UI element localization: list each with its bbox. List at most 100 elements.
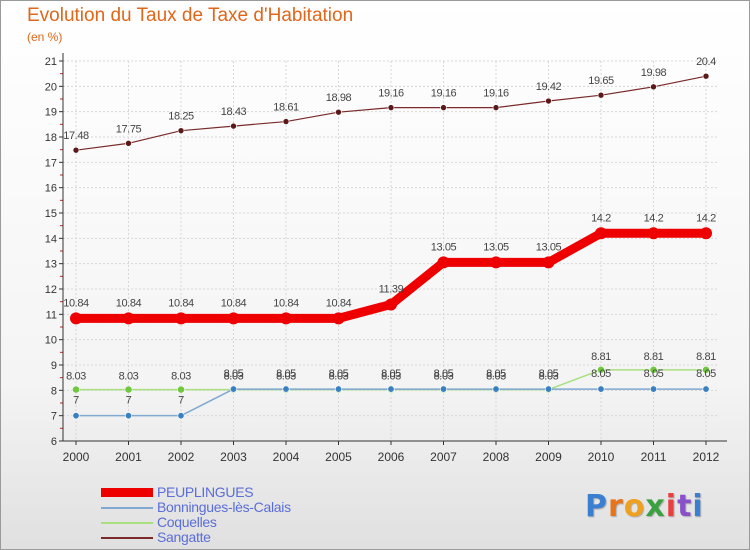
data-label-peuplingues: 10.84 <box>273 297 299 309</box>
legend-label-sangatte: Sangatte <box>157 529 211 545</box>
data-label-sangatte: 20.4 <box>696 56 716 68</box>
x-tick-label: 2002 <box>168 450 195 464</box>
data-label-peuplingues: 14.2 <box>591 212 611 224</box>
data-point-bonningues <box>492 385 500 393</box>
legend-item-bonningues: Bonningues-lès-Calais <box>101 500 401 515</box>
data-point-peuplingues <box>175 312 187 325</box>
data-label-peuplingues: 14.2 <box>644 212 664 224</box>
data-point-peuplingues <box>647 227 660 240</box>
data-label-peuplingues: 10.84 <box>168 297 194 309</box>
data-point-sangatte <box>230 122 237 130</box>
data-label-bonningues: 7 <box>126 395 132 407</box>
data-point-peuplingues <box>490 256 502 269</box>
data-label-peuplingues: 14.2 <box>696 212 716 224</box>
data-point-sangatte <box>545 97 552 105</box>
x-tick-label: 2006 <box>378 450 405 464</box>
data-point-coquelles <box>177 385 185 394</box>
logo-letter: i <box>692 489 704 524</box>
data-label-bonningues: 8.05 <box>696 368 716 380</box>
data-point-sangatte <box>650 83 657 91</box>
data-label-coquelles: 8.03 <box>381 371 401 383</box>
data-label-peuplingues: 13.05 <box>431 241 457 253</box>
legend-swatch-peuplingues <box>101 488 153 497</box>
y-tick-label: 19 <box>45 107 57 119</box>
x-tick-label: 2004 <box>273 450 300 464</box>
data-label-bonningues: 8.05 <box>224 368 244 380</box>
data-point-bonningues <box>334 385 342 393</box>
legend-item-coquelles: Coquelles <box>101 515 401 530</box>
legend: PEUPLINGUES Bonningues-lès-Calais Coquel… <box>101 485 401 545</box>
data-label-peuplingues: 10.84 <box>116 297 142 309</box>
y-tick-label: 6 <box>51 436 57 448</box>
chart-title: Evolution du Taux de Taxe d'Habitation <box>27 5 354 26</box>
data-label-sangatte: 19.16 <box>483 88 509 100</box>
x-tick-label: 2008 <box>483 450 510 464</box>
data-label-bonningues: 8.05 <box>486 368 506 380</box>
proxiti-logo: Proxiti <box>585 489 704 524</box>
logo-letter: x <box>645 489 666 524</box>
data-point-bonningues <box>125 412 133 420</box>
data-label-coquelles: 8.81 <box>696 351 716 363</box>
data-point-bonningues <box>177 412 185 420</box>
x-tick-label: 2012 <box>693 450 720 464</box>
data-point-peuplingues <box>385 298 397 311</box>
axes: 6 7 8 9 10 11 12 13 14 15 16 17 18 19 20 21 2000 2001 2002… <box>45 53 727 464</box>
data-point-peuplingues <box>437 256 450 269</box>
data-point-sangatte <box>597 91 605 99</box>
data-label-sangatte: 19.42 <box>536 81 562 93</box>
data-label-sangatte: 19.16 <box>378 88 404 100</box>
x-tick-label: 2003 <box>220 450 247 464</box>
data-label-peuplingues: 10.84 <box>326 297 352 309</box>
data-point-bonningues <box>544 385 552 393</box>
y-tick-label: 21 <box>45 56 57 68</box>
data-point-sangatte <box>72 146 80 154</box>
legend-swatch-sangatte <box>101 537 153 539</box>
y-tick-label: 7 <box>51 411 57 423</box>
y-tick-label: 15 <box>45 208 57 220</box>
x-tick-label: 2009 <box>535 450 562 464</box>
data-point-sangatte <box>335 108 342 116</box>
series <box>70 72 712 420</box>
x-tick-label: 2000 <box>63 450 90 464</box>
data-label-peuplingues: 13.05 <box>483 241 509 253</box>
data-point-coquelles <box>72 385 80 394</box>
y-tick-label: 11 <box>46 309 57 321</box>
y-tick-label: 18 <box>45 132 57 144</box>
data-point-sangatte <box>282 118 290 125</box>
data-label-coquelles: 8.03 <box>329 371 349 383</box>
y-tick-label: 13 <box>45 259 57 271</box>
data-label-coquelles: 8.03 <box>119 371 139 383</box>
data-label-sangatte: 19.98 <box>641 67 667 79</box>
data-point-peuplingues <box>122 312 135 325</box>
data-point-coquelles <box>649 365 658 374</box>
x-tick-label: 2007 <box>430 450 457 464</box>
data-label-bonningues: 8.05 <box>434 368 454 380</box>
legend-swatch-bonningues <box>101 507 153 509</box>
data-label-coquelles: 8.03 <box>224 371 244 383</box>
y-tick-label: 9 <box>51 360 57 372</box>
y-tick-label: 8 <box>51 385 57 397</box>
data-point-sangatte <box>177 127 185 134</box>
data-point-peuplingues <box>70 312 82 325</box>
data-point-peuplingues <box>227 312 240 325</box>
data-label-bonningues: 7 <box>178 395 184 407</box>
data-point-coquelles <box>597 365 605 374</box>
data-point-peuplingues <box>595 227 607 240</box>
y-tick-label: 12 <box>45 284 57 296</box>
data-point-peuplingues <box>332 312 345 325</box>
data-point-bonningues <box>439 385 447 393</box>
logo-letter: t <box>677 489 693 524</box>
data-point-coquelles <box>124 385 133 394</box>
data-point-sangatte <box>387 104 395 111</box>
data-label-bonningues: 8.05 <box>276 368 296 380</box>
data-label-coquelles: 8.03 <box>434 371 454 383</box>
x-tick-label: 2001 <box>115 450 142 464</box>
data-label-bonningues: 8.05 <box>381 368 401 380</box>
legend-label-peuplingues: PEUPLINGUES <box>157 484 254 500</box>
chart-subtitle: (en %) <box>27 30 63 44</box>
data-point-peuplingues <box>542 256 555 269</box>
data-label-sangatte: 19.16 <box>431 88 457 100</box>
data-point-sangatte <box>702 72 710 80</box>
data-label-coquelles: 8.03 <box>171 371 191 383</box>
